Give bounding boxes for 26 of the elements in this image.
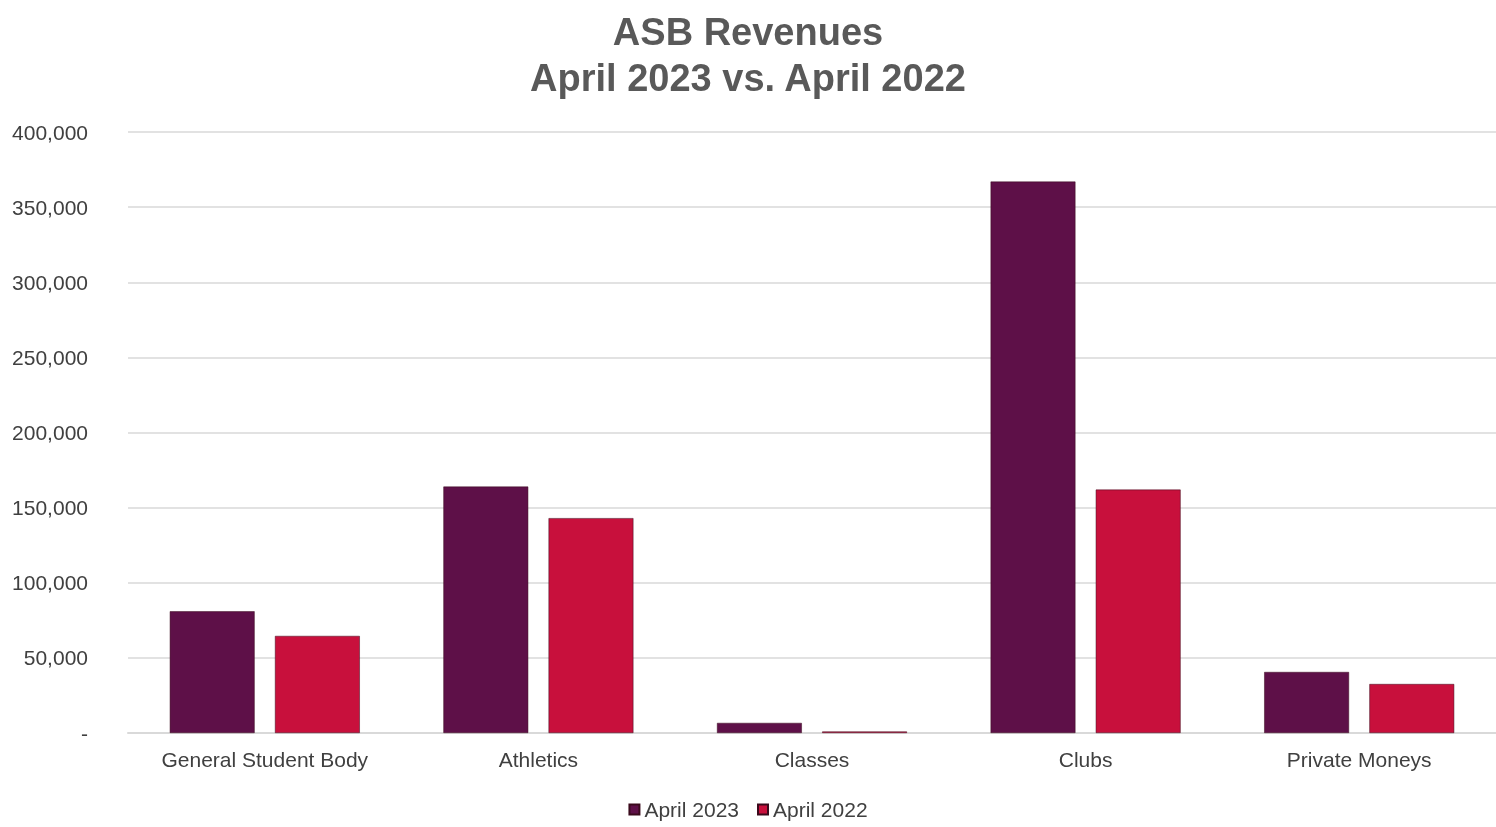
bar (1264, 672, 1350, 733)
bar (274, 635, 360, 733)
legend-label: April 2022 (773, 798, 868, 821)
bar (169, 611, 255, 733)
x-tick-label: Clubs (1058, 748, 1113, 771)
y-tick-label: 300,000 (12, 270, 88, 294)
x-tick-label: Classes (774, 748, 850, 771)
y-tick-label: 400,000 (12, 120, 88, 144)
x-tick-label: Private Moneys (1286, 748, 1432, 771)
chart-title: ASB Revenues April 2023 vs. April 2022 (530, 11, 966, 99)
y-tick-label: 200,000 (12, 421, 88, 444)
y-tick-label: 150,000 (12, 496, 88, 520)
bar (1369, 684, 1455, 733)
bar (990, 181, 1076, 733)
y-tick-label: 350,000 (12, 195, 88, 219)
x-tick-label: General Student Body (161, 748, 369, 771)
y-tick-label: 250,000 (12, 345, 88, 369)
y-tick-label: 50,000 (23, 646, 88, 670)
bar (548, 518, 634, 733)
y-tick-label: 100,000 (12, 571, 88, 595)
legend-label: April 2023 (644, 798, 739, 821)
bar (443, 486, 529, 733)
x-tick-label: Athletics (498, 748, 579, 771)
bar (1095, 489, 1181, 733)
y-tick-label: - (81, 721, 88, 745)
bar (717, 722, 802, 733)
